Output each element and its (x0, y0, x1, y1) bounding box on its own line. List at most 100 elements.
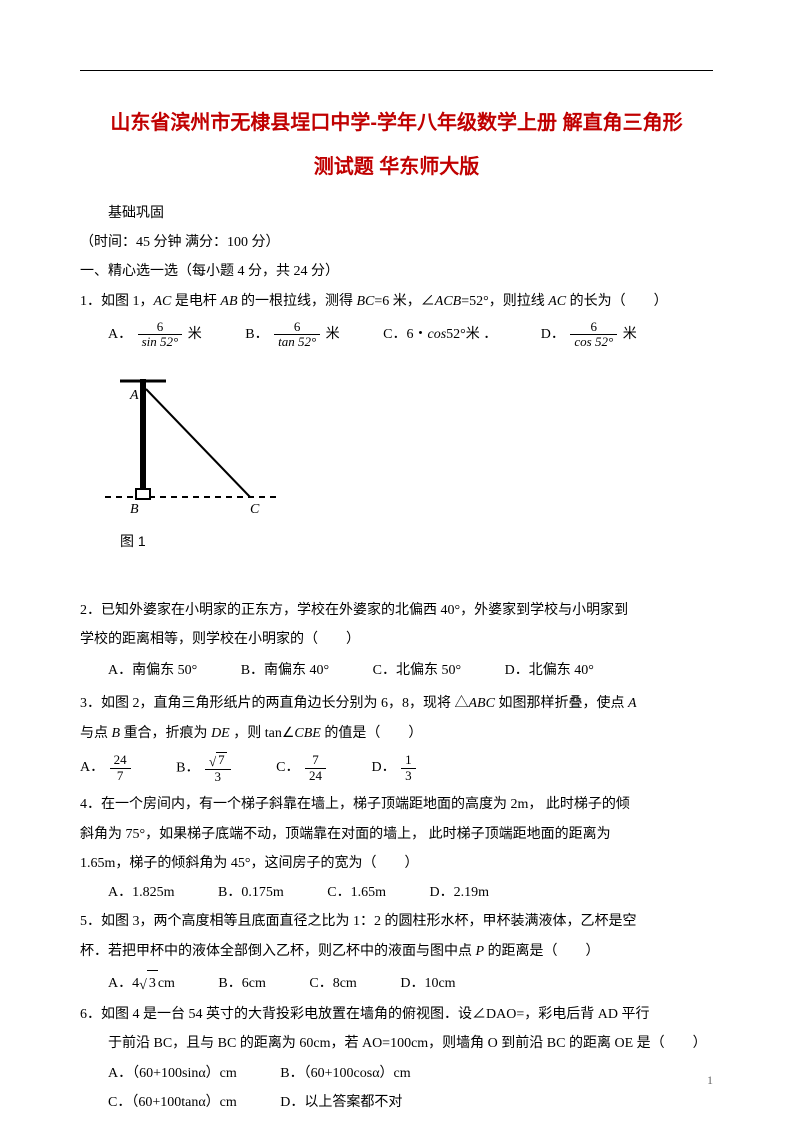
q1-optB-unit: 米 (326, 327, 340, 342)
top-rule (80, 70, 713, 71)
q5-B-val: 6cm (242, 976, 266, 991)
q1-optD-den: cos 52° (570, 335, 617, 349)
q1-optC-tail: 52°米 ． (446, 327, 497, 342)
q3-A: A (628, 696, 637, 711)
q5-options: A．4√3cm B．6cm C．8cm D．10cm (80, 970, 713, 998)
q3-optB-num: √7 (205, 752, 231, 770)
q3-2c: ，则 tan∠ (230, 726, 295, 741)
title-line2: 测试题 华东师大版 (80, 145, 713, 189)
time-score: （时间：45 分钟 满分：100 分） (80, 230, 713, 255)
q2-C: C．北偏东 50° (373, 658, 461, 683)
q5-2a: 杯．若把甲杯中的液体全部倒入乙杯，则乙杯中的液面与图中点 (80, 944, 476, 959)
q2-line1: 2．已知外婆家在小明家的正东方，学校在外婆家的北偏西 40°，外婆家到学校与小明… (80, 598, 713, 623)
q5-2b: 的距离是（ ） (484, 944, 600, 959)
q2-B: B．南偏东 40° (241, 658, 329, 683)
q3-optB-label: B． (176, 760, 199, 775)
q5-D: D．10cm (400, 971, 455, 996)
q1-optD-frac: 6 cos 52° (570, 320, 617, 350)
q3-options: A． 247 B． √73 C． 724 D． 13 (80, 752, 713, 785)
q3-optA-num: 24 (110, 753, 131, 768)
fig1-C-label: C (250, 502, 260, 517)
document-title: 山东省滨州市无棣县埕口中学-学年八年级数学上册 解直角三角形 测试题 华东师大版 (80, 101, 713, 189)
q2-line2: 学校的距离相等，则学校在小明家的（ ） (80, 627, 713, 652)
q1-optB-den: tan 52° (274, 335, 320, 349)
q6-D: D．以上答案都不对 (280, 1090, 402, 1115)
q3-optC-den: 24 (305, 769, 326, 783)
q3-line2: 与点 B 重合，折痕为 DE ，则 tan∠CBE 的值是（ ） (80, 721, 713, 746)
q1-optB-frac: 6 tan 52° (274, 320, 320, 350)
q3-optA: A． 247 (80, 753, 133, 783)
q1-BC: BC (357, 294, 375, 309)
q6-B: B．（60+100cosα）cm (280, 1061, 410, 1086)
q3-optB-den: 3 (205, 770, 231, 784)
q3-1a: 3．如图 2，直角三角形纸片的两直角边长分别为 6，8，现将 △ (80, 696, 469, 711)
q4-line2: 斜角为 75°，如果梯子底端不动，顶端靠在对面的墙上， 此时梯子顶端距地面的距离… (80, 822, 713, 847)
q3-optD: D． 13 (371, 753, 417, 783)
q1-options: A． 6 sin 52° 米 B． 6 tan 52° 米 C．6・cos52°… (80, 320, 713, 350)
q3-B: B (112, 726, 121, 741)
q1-optA-den: sin 52° (138, 335, 183, 349)
q5-line2: 杯．若把甲杯中的液体全部倒入乙杯，则乙杯中的液面与图中点 P 的距离是（ ） (80, 939, 713, 964)
q1-optD-unit: 米 (623, 327, 637, 342)
q5-B: B．6cm (218, 971, 265, 996)
q5-B-label: B． (218, 976, 241, 991)
q5-P: P (476, 944, 485, 959)
q1-optA: A． 6 sin 52° 米 (108, 320, 202, 350)
q3-optD-label: D． (371, 760, 395, 775)
q1-optA-num: 6 (138, 320, 183, 335)
q6-line2: 于前沿 BC，且与 BC 的距离为 60cm，若 AO=100cm，则墙角 O … (80, 1031, 713, 1056)
section-basic: 基础巩固 (80, 201, 713, 226)
fig1-B-label: B (130, 502, 139, 517)
q4-options: A．1.825m B．0.175m C．1.65m D．2.19m (80, 880, 713, 905)
q5-A-label: A． (108, 976, 132, 991)
q3-optA-den: 7 (110, 769, 131, 783)
q3-DE: DE (211, 726, 230, 741)
q6-line1: 6．如图 4 是一台 54 英寸的大背投彩电放置在墙角的俯视图．设∠DAO=，彩… (80, 1002, 713, 1027)
q1-optB-label: B． (245, 327, 268, 342)
q3-ABC: ABC (469, 696, 495, 711)
q1-d: =6 米，∠ (374, 294, 434, 309)
q5-A-val: 4√3cm (132, 976, 175, 991)
q1-optD: D． 6 cos 52° 米 (541, 320, 637, 350)
q5-C-label: C． (309, 976, 332, 991)
figure-1: A B C 图 1 (100, 369, 290, 553)
q4-line3: 1.65m，梯子的倾斜角为 45°，这间房子的宽为（ ） (80, 851, 713, 876)
q1-e: =52°，则拉线 (461, 294, 548, 309)
q5-D-val: 10cm (424, 976, 455, 991)
q1-a: 1．如图 1， (80, 294, 154, 309)
q5-line1: 5．如图 3，两个高度相等且底面直径之比为 1：2 的圆柱形水杯，甲杯装满液体，… (80, 909, 713, 934)
part1-heading: 一、精心选一选（每小题 4 分，共 24 分） (80, 259, 713, 284)
q3-CBE: CBE (294, 726, 320, 741)
q1-AC: AC (154, 294, 172, 309)
q5-C: C．8cm (309, 971, 356, 996)
q1-b: 是电杆 (171, 294, 220, 309)
q3-optB: B． √73 (176, 752, 232, 785)
q6-options-row2: C．（60+100tanα）cm D．以上答案都不对 (80, 1090, 713, 1115)
q3-optC-label: C． (276, 760, 299, 775)
q1-AB: AB (220, 294, 237, 309)
q1-f: 的长为（ ） (566, 294, 668, 309)
q1-optA-label: A． (108, 327, 132, 342)
q2-A: A．南偏东 50° (108, 658, 197, 683)
q5-A: A．4√3cm (108, 970, 175, 998)
q6-A: A．（60+100sinα）cm (108, 1061, 237, 1086)
q3-optA-label: A． (80, 760, 104, 775)
q1-ACB: ACB (435, 294, 461, 309)
q3-optC: C． 724 (276, 753, 328, 783)
q3-2b: 重合，折痕为 (120, 726, 211, 741)
q3-1b: 如图那样折叠，使点 (495, 696, 628, 711)
q1-optB-num: 6 (274, 320, 320, 335)
q2-D: D．北偏东 40° (505, 658, 594, 683)
q3-2d: 的值是（ ） (321, 726, 423, 741)
q5-C-val: 8cm (333, 976, 357, 991)
q6-C: C．（60+100tanα）cm (108, 1090, 237, 1115)
q4-D: D．2.19m (429, 880, 489, 905)
fig1-A-label: A (129, 388, 139, 403)
q6-options-row1: A．（60+100sinα）cm B．（60+100cosα）cm (80, 1060, 713, 1085)
q1-optC-mid: cos (428, 327, 447, 342)
q4-A: A．1.825m (108, 880, 175, 905)
q3-optD-den: 3 (401, 769, 416, 783)
q4-C: C．1.65m (327, 880, 386, 905)
q3-optD-num: 1 (401, 753, 416, 768)
q1-AC2: AC (548, 294, 566, 309)
